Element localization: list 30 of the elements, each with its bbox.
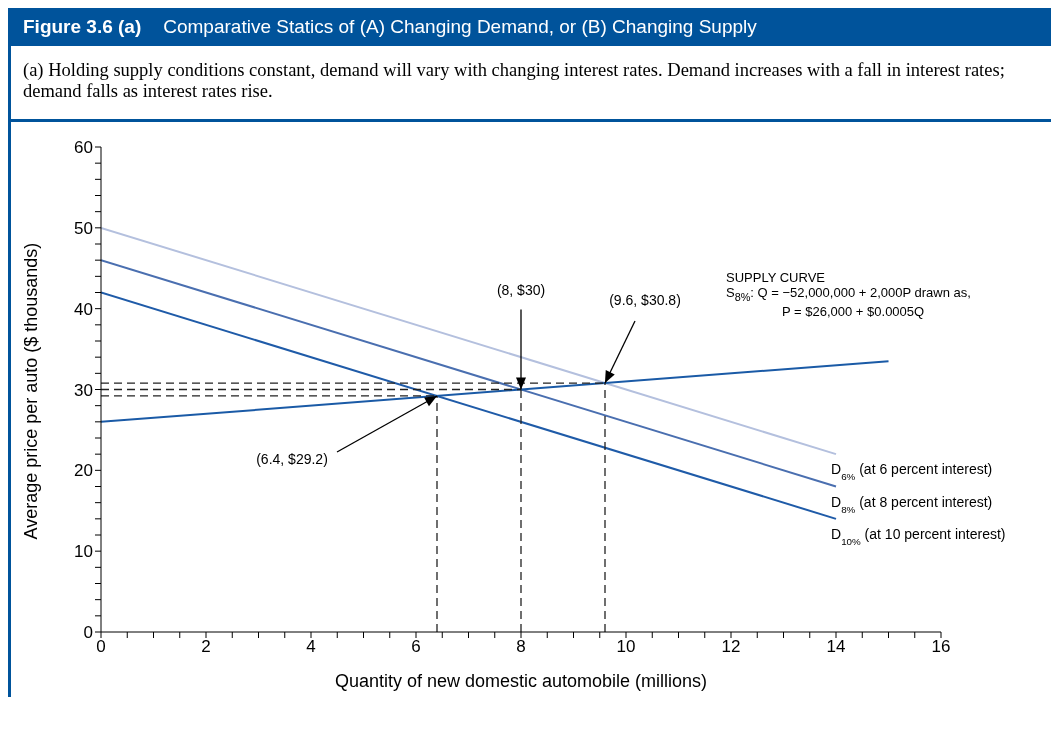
y-tick-label: 0 [83,622,93,642]
y-tick-label: 40 [74,299,93,319]
annotation: S$_{8%}$: Q = −52,000,000 + 2,000P drawn as, [726,285,971,304]
x-tick-label: 12 [721,636,741,656]
x-tick-label: 16 [931,636,951,656]
series-label: D$_{8%}$ (at 8 percent interest) [831,493,993,514]
chart-subtitle: Comparative Statics of (A) Changing Demand, or (B) Changing Supply [163,16,757,37]
x-tick-label: 6 [411,636,421,656]
annotation: (9.6, $30.8) [609,291,681,308]
x-tick-label: 14 [826,636,846,656]
x-tick-label: 4 [306,636,316,656]
x-tick-label: 0 [96,636,106,656]
y-tick-label: 30 [74,380,93,400]
annotation: SUPPLY CURVE [726,269,826,286]
series-label: D$_{6%}$ (at 6 percent interest) [831,460,993,482]
y-tick-label: 10 [74,541,93,561]
x-tick-label: 2 [201,636,211,656]
annotation: (6.4, $29.2) [256,450,328,467]
y-tick-label: 50 [74,218,93,238]
y-axis-title: Average price per auto ($ thousands) [21,242,42,540]
annotation: P = $26,000 + $0.0005Q [781,303,926,320]
x-tick-label: 8 [516,636,526,656]
y-tick-label: 60 [74,137,93,157]
x-tick-label: 10 [616,636,636,656]
y-tick-label: 20 [74,460,93,480]
chart-title: Figure 3.6 (a) [23,16,142,37]
text: (a) Holding supply conditions constant, demand will vary with changing interest rates. Demand increases with a fall in interest rates; demand falls as interest rates rise. [11,46,1051,122]
x-axis-title: Quantity of new domestic automobile (millions) [334,670,708,691]
annotation: (8, $30) [496,281,546,298]
series-label: D$_{10%}$ (at 10 percent interest) [831,525,1006,546]
